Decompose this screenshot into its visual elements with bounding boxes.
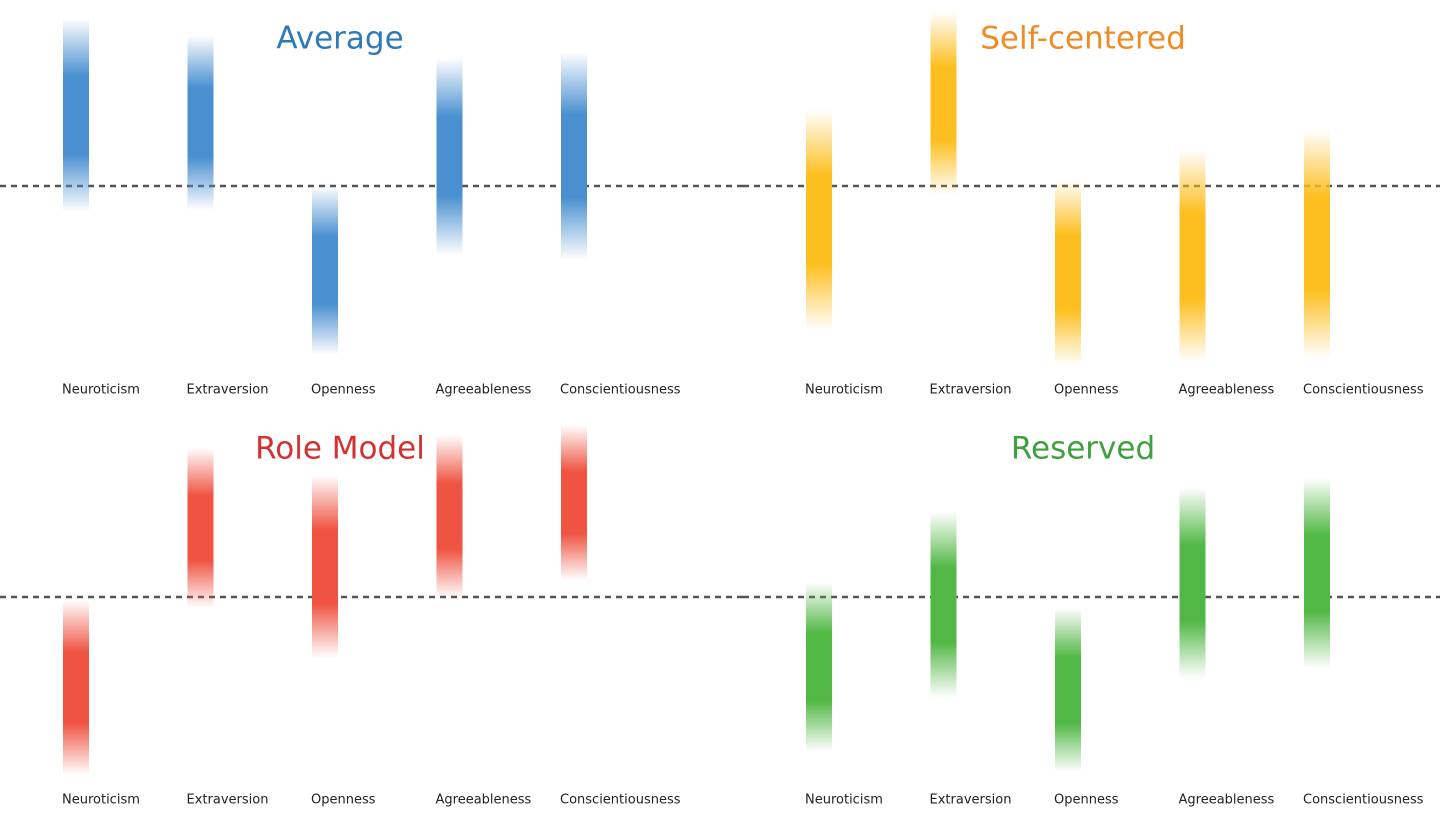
x-tick-label: Extraversion: [187, 793, 269, 808]
range-bar: [187, 448, 214, 608]
range-bar: [561, 425, 587, 580]
x-tick-label: Neuroticism: [62, 793, 140, 808]
range-bar: [1304, 130, 1330, 358]
range-bar: [1179, 488, 1206, 678]
range-bar: [1179, 150, 1206, 362]
range-bar: [930, 12, 957, 195]
x-tick-label: Neuroticism: [62, 383, 140, 398]
x-tick-label: Agreeableness: [436, 383, 532, 398]
x-tick-label: Agreeableness: [1179, 383, 1275, 398]
range-bar: [806, 582, 832, 752]
range-bar: [187, 35, 214, 210]
x-tick-label: Conscientiousness: [1303, 383, 1424, 398]
x-tick-label: Extraversion: [930, 383, 1012, 398]
range-bar: [1304, 478, 1330, 668]
panel-title: Reserved: [1011, 431, 1155, 467]
range-bar: [436, 435, 463, 598]
x-tick-label: Agreeableness: [1179, 793, 1275, 808]
panel-title: Average: [276, 21, 403, 57]
x-tick-label: Conscientiousness: [560, 793, 681, 808]
range-bar: [806, 110, 832, 330]
x-tick-label: Openness: [1054, 793, 1119, 808]
range-bar: [63, 600, 89, 775]
range-bar: [1055, 180, 1081, 365]
panel-title: Role Model: [255, 431, 425, 467]
x-tick-label: Extraversion: [930, 793, 1012, 808]
panel-title: Self-centered: [980, 21, 1186, 57]
x-tick-label: Conscientiousness: [560, 383, 681, 398]
range-bar: [312, 475, 338, 658]
x-tick-label: Openness: [311, 793, 376, 808]
range-bar: [436, 58, 463, 255]
x-tick-label: Neuroticism: [805, 383, 883, 398]
range-bar: [312, 186, 338, 355]
x-tick-label: Agreeableness: [436, 793, 532, 808]
x-tick-label: Openness: [311, 383, 376, 398]
range-bar: [1055, 608, 1081, 772]
x-tick-label: Extraversion: [187, 383, 269, 398]
x-tick-label: Conscientiousness: [1303, 793, 1424, 808]
range-bar: [930, 512, 957, 698]
x-tick-label: Neuroticism: [805, 793, 883, 808]
range-bar: [63, 18, 89, 212]
x-tick-label: Openness: [1054, 383, 1119, 398]
range-bar: [561, 52, 587, 260]
